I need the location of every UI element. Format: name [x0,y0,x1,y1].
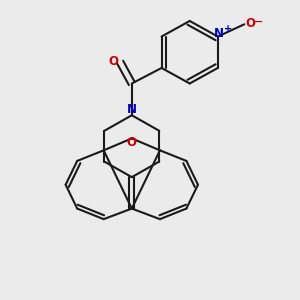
Text: +: + [224,24,232,34]
Text: N: N [127,103,136,116]
Text: O: O [246,17,256,30]
Text: −: − [254,17,263,27]
Text: O: O [127,136,137,149]
Text: N: N [214,27,224,40]
Text: O: O [108,55,118,68]
